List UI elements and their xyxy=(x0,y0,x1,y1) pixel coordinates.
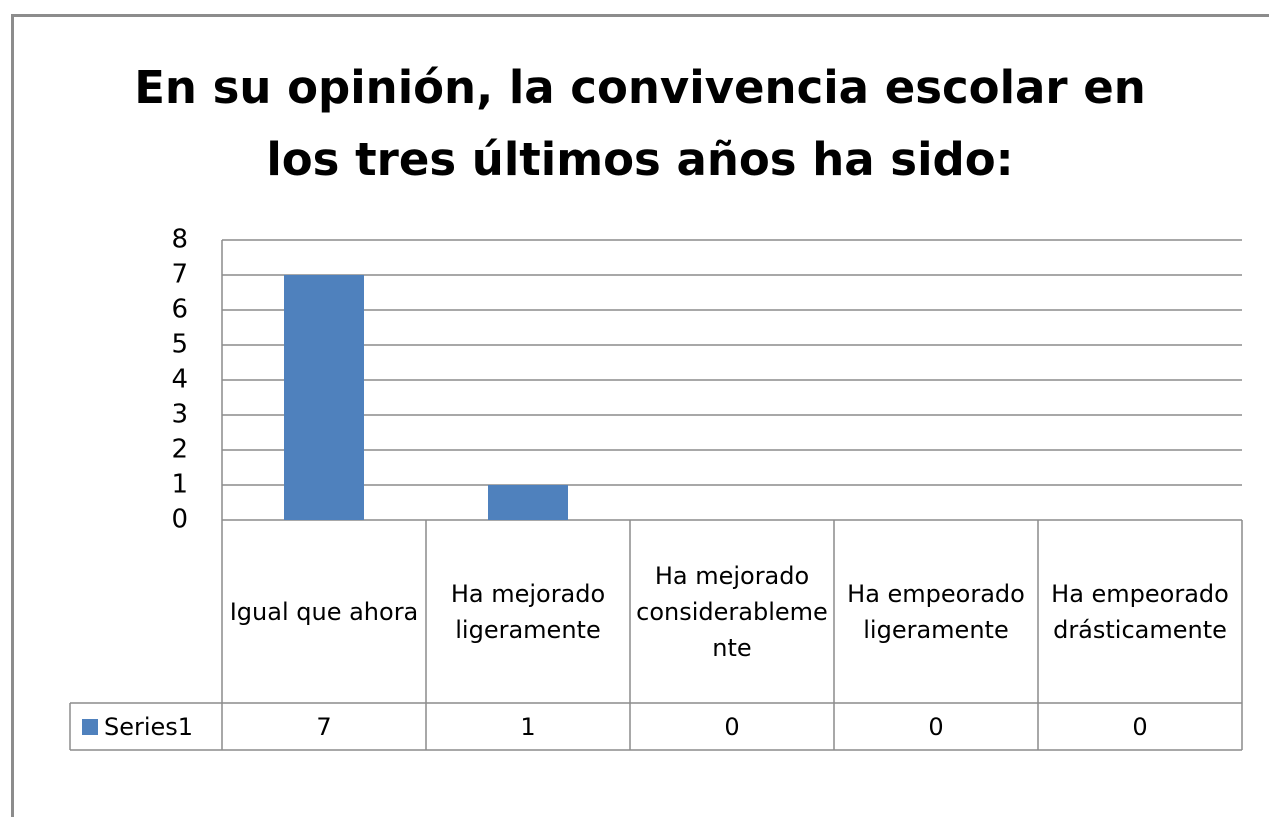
y-tick-label: 3 xyxy=(171,400,188,430)
x-tick-label: Ha empeorado ligeramente xyxy=(847,579,1025,644)
legend-swatch xyxy=(82,719,98,735)
y-tick-label: 2 xyxy=(171,435,188,465)
bar xyxy=(488,485,568,520)
chart-title: En su opinión, la convivencia escolar en… xyxy=(134,61,1146,186)
x-tick-label: Ha empeorado drásticamente xyxy=(1051,579,1229,644)
chart: 0 1 2 3 4 5 6 7 8 Series1 xyxy=(69,225,1243,751)
y-tick-label: 4 xyxy=(171,365,188,395)
table-value: 0 xyxy=(1132,712,1148,741)
table-value: 1 xyxy=(520,712,536,741)
y-tick-label: 5 xyxy=(171,330,188,360)
chart-frame xyxy=(11,14,1269,817)
y-tick-label: 8 xyxy=(171,225,188,255)
table-value: 0 xyxy=(724,712,740,741)
table-value: 0 xyxy=(928,712,944,741)
x-tick-label: Ha mejorado ligeramente xyxy=(450,579,606,644)
y-tick-label: 0 xyxy=(171,505,188,535)
table-value: 7 xyxy=(316,712,332,741)
x-tick-label: Igual que ahora xyxy=(229,597,419,626)
bar xyxy=(284,275,364,520)
legend-label: Series1 xyxy=(104,713,193,741)
x-tick-label: Ha mejorado considerablemente xyxy=(636,561,828,662)
y-tick-label: 6 xyxy=(171,295,188,325)
y-tick-label: 1 xyxy=(171,470,188,500)
y-tick-label: 7 xyxy=(171,260,188,290)
